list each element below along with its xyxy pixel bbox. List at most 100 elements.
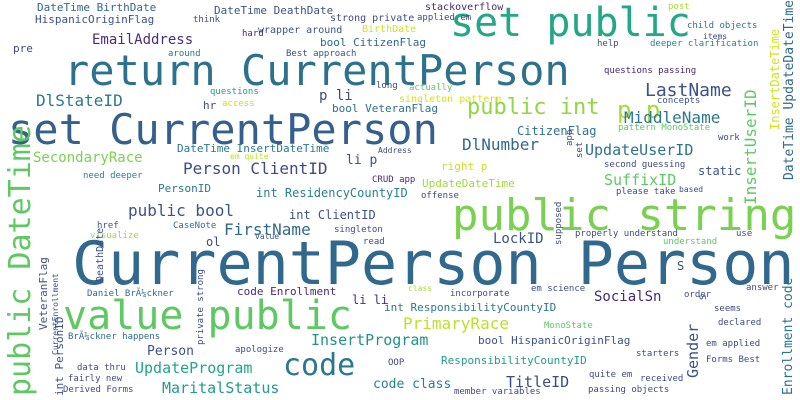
word: DlNumber [462,135,540,154]
word: pre [13,42,33,55]
word: li p [346,153,378,168]
word: LastName [645,80,732,101]
word: bool CitizenFlag [320,36,426,49]
word: SecondaryRace [33,150,143,166]
word: FirstName [224,220,311,239]
word: use [736,229,753,239]
word: please take [616,187,676,197]
word: Gender [684,323,702,378]
word: DateTime UpdateDateTime [782,0,797,180]
word: hr [203,99,217,112]
word: apologize [235,345,284,355]
word: OOP [388,358,405,368]
word: received [640,374,684,384]
word: think [193,15,221,25]
word: UpdateDateTime [422,177,515,190]
word: member variables [454,387,541,397]
word: public string [452,190,797,241]
word: data thru [77,363,126,373]
word: public DateTime [3,125,38,396]
word: incorporate [450,289,510,299]
word: access [222,99,255,109]
word: class [408,284,433,293]
word: ol [206,235,221,249]
word: quite em [589,370,633,380]
word: return CurrentPerson [64,46,570,95]
word: bool HispanicOriginFlag [478,334,631,347]
word: strong private [330,13,415,24]
word: DateTime InsertDateTime [177,142,330,155]
word: order [684,290,712,300]
word: int ResponsibilityCountyID [384,301,557,314]
word: DeathDate [95,227,106,282]
word: wrapper around [258,25,343,36]
word: post [668,2,690,12]
word: properly understand [575,229,678,239]
word: DlStateID [36,91,123,110]
word: offense [421,191,459,201]
word: S [677,259,685,273]
word: SocialSn [594,289,662,305]
word: code [283,348,356,383]
word: answer [746,283,779,293]
word: based [679,185,704,194]
word: int ResidencyCountyID [256,186,408,200]
word: UpdateProgram [135,359,253,377]
word: stackoverflow [425,2,504,13]
word: bool VeteranFlag [332,102,438,115]
word: SuffixID [604,171,677,189]
word: work [718,133,740,143]
word: PrimaryRace [403,314,509,333]
word: PersonID [158,182,211,195]
word: CurrentPerson Person [72,229,795,299]
word: li li [352,293,389,307]
word: second guessing [604,160,686,170]
word: Person [147,344,194,359]
word: LockID [493,231,544,247]
word: need deeper [83,171,143,181]
word: UpdateUserID [585,141,694,159]
word: MiddleName [624,108,721,127]
word: MaritalStatus [162,379,280,397]
word: CaseNote [173,221,217,231]
word: int PersonID [53,316,66,396]
word: public int [467,95,600,120]
word: fairly new [68,374,123,384]
word: right p [441,160,488,173]
word: DateTime DeathDate [214,4,334,17]
word: VeteranFlag [37,257,50,330]
word: em quite [230,152,269,161]
word: around [168,49,201,59]
word: items [703,32,728,41]
word: Best approach [286,49,357,59]
word: questions passing [604,66,697,76]
word: child objects [687,21,758,31]
word: long [376,81,398,91]
word: seems [714,304,742,314]
word: hard [242,29,264,39]
word: public bool [128,201,234,220]
word: static [698,164,742,178]
word: applied em [417,13,472,23]
word: TitleID [506,373,570,391]
word: BrÃ¼ckner happens [68,332,161,342]
word: deeper clarification [650,39,759,49]
word: InsertUserID [741,89,760,205]
word: set public [450,0,691,46]
word: Daniel BrÃ¼ckner [87,289,174,299]
word: declared [718,318,762,328]
word: CRUD app [372,175,416,185]
word: actually [409,83,453,93]
word: p li [319,88,353,104]
word: code class [373,377,452,392]
word: starters [636,349,680,359]
word: private strong [196,269,206,345]
word: pattern MonoState [618,123,711,133]
word: concepts [657,96,701,106]
word: DateTime BirthDate [37,1,157,14]
word: p p [617,96,661,124]
word: EmailAddress [92,32,194,48]
word: Forms Best [706,355,761,365]
word: InsertDateTime [768,28,782,130]
